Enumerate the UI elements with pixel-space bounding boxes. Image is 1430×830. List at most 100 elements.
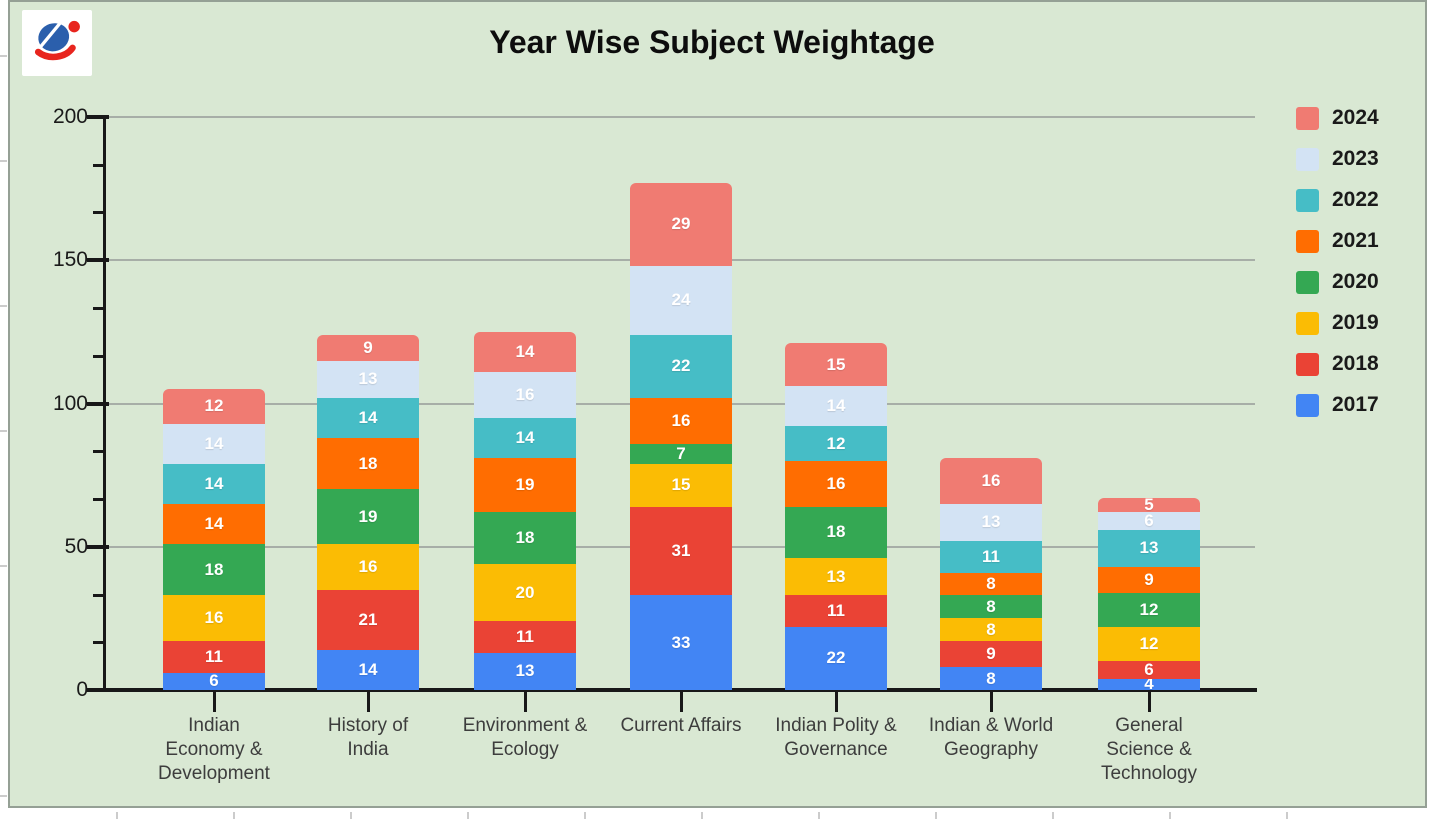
ruler-tick — [935, 812, 937, 819]
segment-value-label: 14 — [826, 396, 846, 416]
segment-value-label: 16 — [826, 473, 846, 493]
bar-segment-2020[interactable]: 12 — [1098, 592, 1200, 627]
legend-item-2021[interactable]: 2021 — [1296, 229, 1379, 253]
bar-segment-2018[interactable]: 11 — [785, 595, 887, 627]
segment-value-label: 14 — [515, 341, 535, 361]
bar-segment-2019[interactable]: 8 — [940, 618, 1042, 642]
segment-value-label: 6 — [209, 671, 219, 691]
legend-swatch — [1296, 147, 1319, 171]
bar-segment-2017[interactable]: 6 — [163, 671, 265, 691]
x-axis-tick — [366, 692, 370, 712]
bar-segment-2018[interactable]: 11 — [474, 621, 576, 653]
bar-segment-2020[interactable]: 18 — [163, 543, 265, 596]
bar-segment-2022[interactable]: 13 — [1098, 529, 1200, 567]
legend-item-2023[interactable]: 2023 — [1296, 147, 1379, 171]
segment-value-label: 18 — [358, 453, 378, 473]
bar-segment-2019[interactable]: 15 — [630, 463, 732, 507]
bar-segment-2023[interactable]: 13 — [940, 503, 1042, 542]
bar-segment-2021[interactable]: 16 — [630, 397, 732, 444]
segment-value-label: 5 — [1144, 495, 1154, 515]
segment-value-label: 16 — [358, 556, 378, 576]
ruler-tick — [0, 305, 7, 307]
bar-segment-2024[interactable]: 29 — [630, 182, 732, 266]
ruler-tick — [1169, 812, 1171, 819]
bar-segment-2022[interactable]: 12 — [785, 426, 887, 461]
segment-value-label: 29 — [671, 214, 691, 234]
bar-segment-2023[interactable]: 24 — [630, 266, 732, 335]
bar-segment-2023[interactable]: 6 — [1098, 511, 1200, 530]
legend-label: 2023 — [1332, 147, 1379, 170]
legend-swatch — [1296, 106, 1319, 130]
bar-segment-2024[interactable]: 16 — [940, 457, 1042, 504]
bar-segment-2023[interactable]: 14 — [163, 423, 265, 464]
bar-segment-2022[interactable]: 14 — [163, 463, 265, 504]
bar-segment-2021[interactable]: 18 — [317, 437, 419, 490]
segment-value-label: 20 — [515, 582, 535, 602]
x-axis-tick — [989, 692, 993, 712]
bar-segment-2019[interactable]: 16 — [317, 543, 419, 590]
bar-segment-2021[interactable]: 9 — [1098, 566, 1200, 593]
bar-segment-2019[interactable]: 16 — [163, 595, 265, 642]
bar-segment-2021[interactable]: 16 — [785, 460, 887, 507]
bar-segment-2021[interactable]: 8 — [940, 572, 1042, 596]
segment-value-label: 13 — [981, 512, 1001, 532]
x-axis-tick — [679, 692, 683, 712]
bar-segment-2024[interactable]: 15 — [785, 343, 887, 387]
bar-segment-2017[interactable]: 4 — [1098, 674, 1200, 693]
x-axis-category-label: Environment & Ecology — [462, 715, 588, 760]
bar-segment-2024[interactable]: 12 — [163, 389, 265, 424]
segment-value-label: 33 — [671, 632, 691, 652]
bar-segment-2018[interactable]: 21 — [317, 589, 419, 650]
legend-item-2018[interactable]: 2018 — [1296, 352, 1379, 376]
bar-segment-2020[interactable]: 18 — [785, 506, 887, 559]
ruler-tick — [0, 160, 7, 162]
x-axis-category-label: Indian Economy & Development — [158, 715, 270, 784]
bar-segment-2018[interactable]: 31 — [630, 506, 732, 596]
bar-segment-2023[interactable]: 16 — [474, 372, 576, 418]
legend-item-2024[interactable]: 2024 — [1296, 106, 1379, 130]
y-axis-major-tick — [87, 115, 109, 119]
bar-segment-2018[interactable]: 6 — [1098, 660, 1200, 679]
bar-segment-2024[interactable]: 5 — [1098, 495, 1200, 515]
legend-label: 2020 — [1332, 270, 1379, 293]
bar-segment-2017[interactable]: 13 — [474, 652, 576, 690]
bar-segment-2019[interactable]: 12 — [1098, 626, 1200, 662]
bar-segment-2023[interactable]: 13 — [317, 360, 419, 398]
bar-segment-2017[interactable]: 8 — [940, 667, 1042, 690]
segment-value-label: 8 — [986, 574, 996, 594]
bar-segment-2022[interactable]: 14 — [317, 397, 419, 438]
segment-value-label: 12 — [204, 396, 224, 416]
bar-segment-2019[interactable]: 20 — [474, 563, 576, 622]
segment-value-label: 9 — [363, 337, 373, 357]
bar-segment-2021[interactable]: 14 — [163, 503, 265, 544]
bar-segment-2021[interactable]: 19 — [474, 457, 576, 513]
bar-segment-2022[interactable]: 11 — [940, 541, 1042, 573]
bar-segment-2017[interactable]: 33 — [630, 595, 732, 690]
legend-item-2020[interactable]: 2020 — [1296, 270, 1379, 294]
legend-item-2019[interactable]: 2019 — [1296, 311, 1379, 335]
legend-item-2022[interactable]: 2022 — [1296, 188, 1379, 212]
bar-segment-2023[interactable]: 14 — [785, 386, 887, 427]
legend-item-2017[interactable]: 2017 — [1296, 393, 1379, 417]
segment-value-label: 12 — [1139, 634, 1159, 654]
bar-segment-2018[interactable]: 9 — [940, 641, 1042, 668]
ruler-tick — [1052, 812, 1054, 819]
bar-segment-2022[interactable]: 14 — [474, 417, 576, 458]
x-axis-line — [86, 688, 1257, 692]
bar-segment-2017[interactable]: 22 — [785, 626, 887, 690]
bar-segment-2022[interactable]: 22 — [630, 334, 732, 398]
bar-segment-2017[interactable]: 14 — [317, 649, 419, 690]
bar-segment-2020[interactable]: 19 — [317, 489, 419, 544]
bar-segment-2024[interactable]: 9 — [317, 334, 419, 361]
bar-segment-2020[interactable]: 18 — [474, 512, 576, 564]
bar-segment-2019[interactable]: 13 — [785, 558, 887, 596]
x-axis-category-label: Current Affairs — [620, 715, 742, 736]
bar-segment-2024[interactable]: 14 — [474, 331, 576, 372]
bar-segment-2020[interactable]: 7 — [630, 443, 732, 464]
bar-segment-2018[interactable]: 11 — [163, 641, 265, 673]
bar-segment-2020[interactable]: 8 — [940, 595, 1042, 619]
y-axis-minor-tick — [93, 497, 106, 501]
gridline — [105, 116, 1255, 118]
y-axis-minor-tick — [93, 307, 106, 310]
